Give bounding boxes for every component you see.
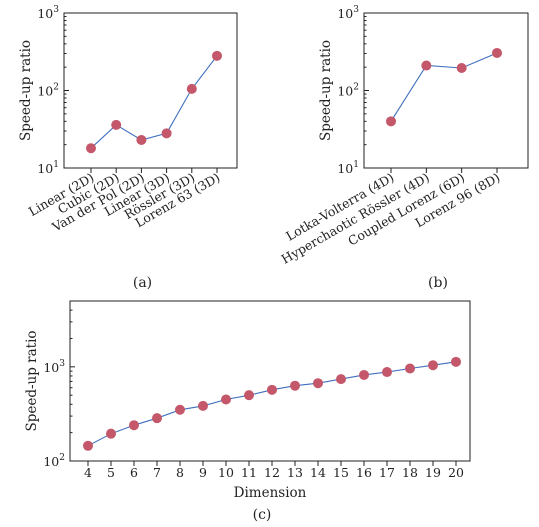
data-point [186, 83, 197, 94]
x-tick-label: 9 [199, 465, 207, 480]
data-point [175, 404, 185, 415]
y-tick-base: 10 [337, 161, 353, 176]
panel-label: (b) [428, 275, 448, 291]
data-point [359, 369, 369, 380]
data-point [267, 384, 277, 395]
x-tick-label: 7 [153, 465, 161, 480]
y-tick-label: 103 [337, 5, 359, 21]
data-point [152, 413, 162, 424]
x-tick-label: 14 [310, 465, 326, 480]
y-tick-base: 10 [43, 454, 59, 469]
data-point [212, 50, 222, 61]
x-tick-label: 19 [425, 465, 441, 480]
x-axis-label: Dimension [234, 485, 307, 501]
x-tick-label: Hyperchaotic Rössler (4D) [279, 170, 432, 267]
x-tick-label: 10 [218, 465, 234, 480]
y-tick-label: 101 [337, 160, 359, 176]
y-tick-label: 101 [37, 160, 59, 176]
series-line [87, 361, 457, 447]
y-tick-base: 10 [337, 84, 353, 99]
data-point [106, 428, 116, 439]
data-point [421, 60, 432, 71]
y-axis-label: Speed-up ratio [318, 40, 334, 141]
panel-label: (a) [133, 275, 152, 291]
series-line [90, 55, 218, 149]
y-axis-label: Speed-up ratio [18, 40, 34, 141]
data-point [386, 116, 396, 127]
y-tick-base: 10 [37, 6, 53, 21]
y-tick-label: 102 [37, 83, 59, 99]
x-tick-label: 4 [84, 465, 92, 480]
y-tick-exponent: 1 [353, 160, 359, 170]
y-tick-base: 10 [43, 360, 59, 375]
y-tick-base: 10 [37, 161, 53, 176]
y-tick-base: 10 [337, 6, 353, 21]
data-point [336, 374, 346, 385]
y-tick-exponent: 2 [353, 83, 359, 93]
y-tick-label: 103 [43, 359, 65, 375]
panel-label: (c) [253, 507, 272, 523]
series-line [390, 52, 498, 122]
data-point [198, 400, 208, 411]
y-tick-base: 10 [37, 84, 53, 99]
x-tick-label: 16 [356, 465, 372, 480]
y-tick-label: 102 [337, 83, 359, 99]
y-tick-label: 102 [43, 453, 65, 469]
data-point [405, 363, 415, 374]
data-point [451, 356, 461, 367]
y-axis-label: Speed-up ratio [24, 330, 40, 431]
y-tick-label: 103 [37, 5, 59, 21]
data-point [161, 128, 172, 139]
x-tick-label: 12 [264, 465, 280, 480]
data-point [428, 360, 438, 371]
data-point [129, 420, 139, 431]
y-tick-exponent: 3 [53, 5, 59, 15]
x-tick-label: 13 [287, 465, 303, 480]
x-tick-label: 17 [379, 465, 395, 480]
data-point [456, 63, 467, 74]
data-point [221, 394, 231, 405]
data-point [111, 119, 122, 130]
x-tick-label: 6 [130, 465, 138, 480]
y-tick-exponent: 3 [353, 5, 359, 15]
plot-frame [363, 12, 529, 169]
data-point [492, 47, 502, 58]
x-tick-label: 11 [241, 465, 257, 480]
data-point [382, 367, 392, 378]
y-tick-exponent: 3 [59, 359, 65, 369]
data-point [136, 134, 147, 145]
x-tick-label: 15 [333, 465, 349, 480]
x-tick-label: 20 [448, 465, 464, 480]
y-tick-exponent: 1 [53, 160, 59, 170]
data-point [313, 378, 323, 389]
data-point [290, 380, 300, 391]
x-tick-label: 18 [402, 465, 418, 480]
data-point [86, 143, 96, 154]
data-point [83, 440, 93, 451]
y-tick-exponent: 2 [53, 83, 59, 93]
x-tick-label: 8 [176, 465, 184, 480]
y-tick-exponent: 2 [59, 453, 65, 463]
plot-frame [69, 300, 471, 462]
data-point [244, 390, 254, 401]
x-tick-label: 5 [107, 465, 115, 480]
